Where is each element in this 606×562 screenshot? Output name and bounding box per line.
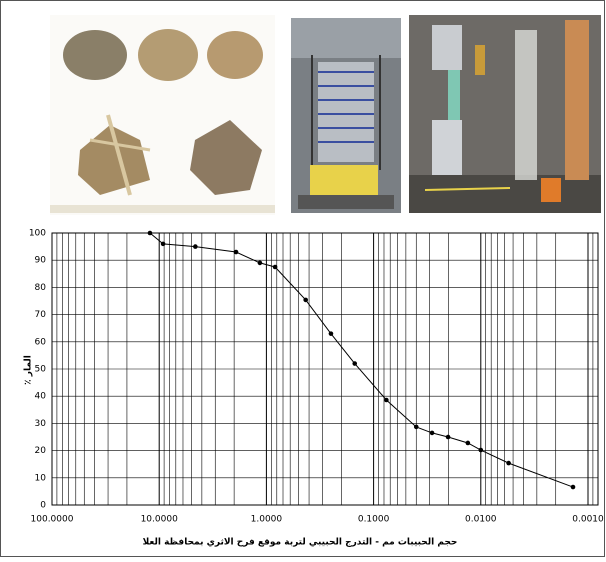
x-tick-label: 0.1000 bbox=[358, 515, 390, 525]
photo-hydrometer bbox=[409, 15, 601, 213]
y-tick-label: 10 bbox=[35, 473, 47, 483]
y-tick-label: 100 bbox=[29, 229, 46, 239]
data-point bbox=[257, 260, 263, 266]
y-tick-label: 40 bbox=[35, 392, 47, 402]
y-tick-label: 90 bbox=[35, 256, 47, 266]
data-point bbox=[429, 430, 435, 436]
y-tick-label: 60 bbox=[35, 337, 47, 347]
data-point bbox=[160, 241, 166, 247]
data-point bbox=[272, 264, 278, 270]
data-point bbox=[328, 331, 334, 336]
x-tick-label: 10.0000 bbox=[141, 515, 178, 525]
y-tick-label: 50 bbox=[35, 365, 47, 375]
x-tick-label: 100.0000 bbox=[31, 515, 74, 525]
y-axis-label: ٪ المار bbox=[24, 355, 34, 385]
data-point bbox=[303, 297, 308, 303]
data-point bbox=[233, 249, 239, 255]
data-point bbox=[193, 244, 198, 249]
x-tick-label: 0.0100 bbox=[465, 515, 497, 525]
data-point bbox=[478, 447, 484, 453]
data-point bbox=[506, 460, 511, 466]
x-tick-label: 1.0000 bbox=[251, 515, 283, 525]
data-point bbox=[570, 484, 576, 490]
x-axis-label: حجم الحبيبات مم - التدرج الحبيبي لتربة م… bbox=[143, 538, 458, 548]
x-tick-label: 0.0010 bbox=[572, 515, 604, 525]
data-point bbox=[352, 361, 358, 366]
data-point bbox=[384, 397, 389, 403]
y-tick-label: 70 bbox=[35, 310, 47, 320]
y-tick-label: 0 bbox=[40, 501, 46, 511]
y-tick-label: 20 bbox=[35, 446, 47, 456]
photo-soil-samples bbox=[50, 15, 275, 215]
y-tick-label: 30 bbox=[35, 419, 47, 429]
data-point bbox=[413, 424, 419, 430]
data-point bbox=[445, 434, 451, 440]
y-tick-label: 80 bbox=[35, 283, 47, 293]
data-point bbox=[147, 230, 153, 236]
data-point bbox=[465, 440, 471, 446]
photo-sieve-shaker bbox=[291, 18, 401, 213]
